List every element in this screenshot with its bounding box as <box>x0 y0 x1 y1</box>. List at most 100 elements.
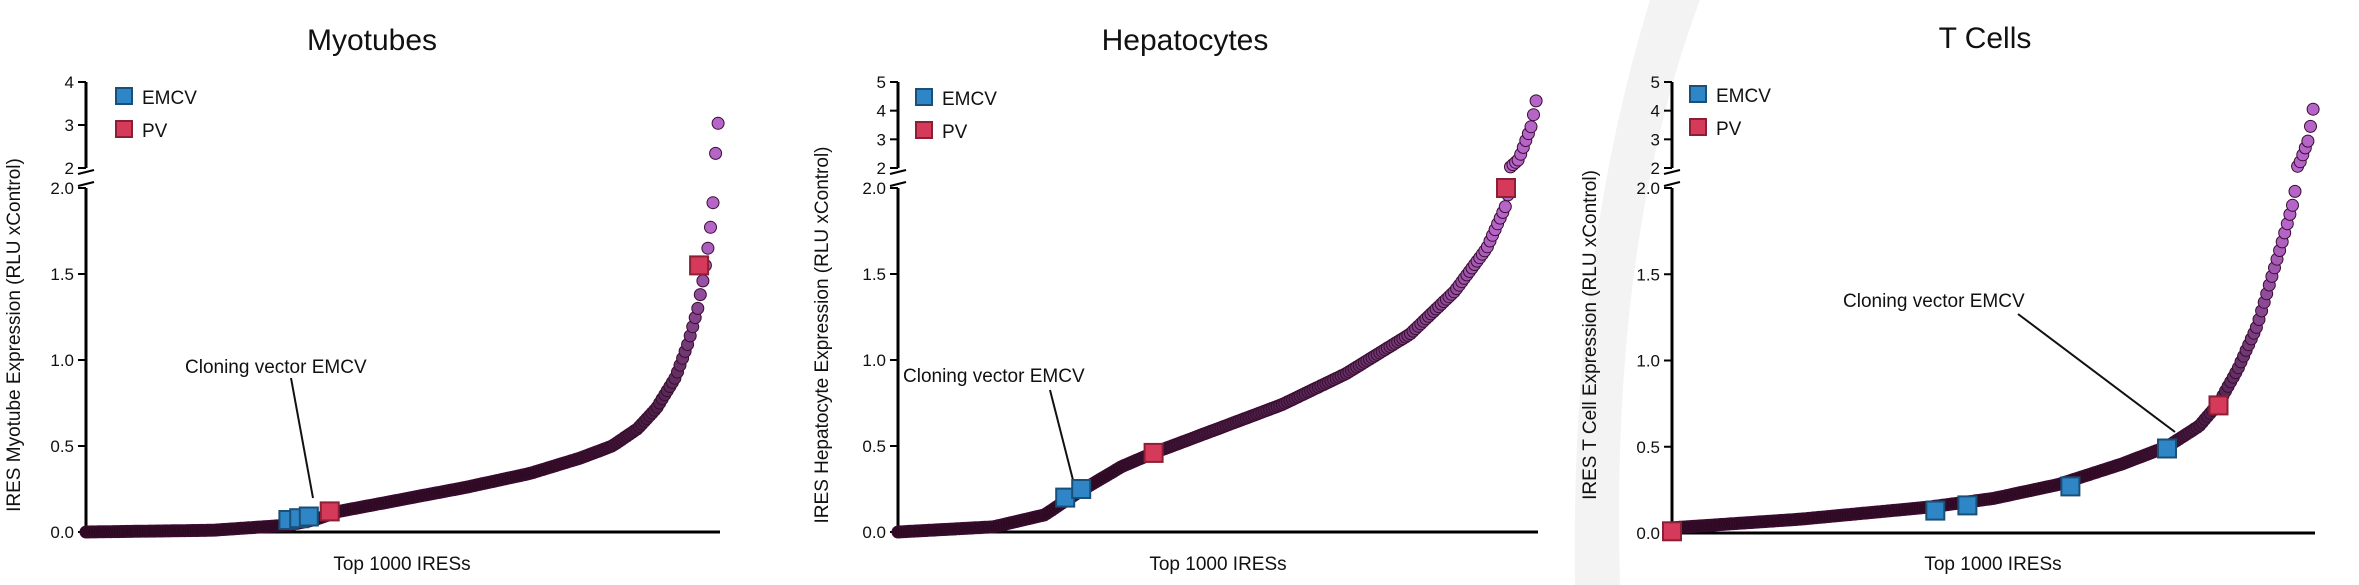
y-tick-label: 5 <box>877 73 886 92</box>
highlight-points <box>1662 395 2229 542</box>
y-tick-label: 0.0 <box>862 523 886 542</box>
legend-emcv-swatch <box>915 88 933 106</box>
y-tick-label: 4 <box>65 73 74 92</box>
data-point <box>711 116 725 130</box>
pv-marker <box>1662 521 1682 542</box>
legend-emcv-label: EMCV <box>942 89 997 110</box>
emcv-marker <box>2060 476 2081 497</box>
legend-pv-label: PV <box>1716 119 1742 140</box>
y-tick-label: 2 <box>877 159 886 178</box>
chart-title: Hepatocytes <box>1102 24 1269 57</box>
y-tick-label: 3 <box>65 116 74 135</box>
legend-pv-label: PV <box>142 121 168 142</box>
y-tick-label: 4 <box>877 102 886 121</box>
axes: 0.0 0.5 1.0 1.5 2.02 3 4 <box>50 73 720 542</box>
data-point <box>2288 184 2302 198</box>
data-point <box>706 196 720 210</box>
pv-marker <box>1496 178 1516 198</box>
annotation-label: Cloning vector EMCV <box>903 366 1085 387</box>
y-tick-label: 0.5 <box>862 437 886 456</box>
annotation-pointer <box>2017 313 2176 433</box>
legend-pv-swatch <box>1689 118 1707 136</box>
legend-emcv-swatch <box>115 87 133 105</box>
data-point <box>2286 198 2299 212</box>
y-tick-label: 0.0 <box>50 523 74 542</box>
data-point <box>1524 120 1538 134</box>
annotation-pointer <box>1049 389 1074 481</box>
x-axis-label: Top 1000 IRESs <box>1924 554 2061 575</box>
y-tick-label: 2.0 <box>1636 179 1660 198</box>
axis-break-mark <box>77 169 95 175</box>
emcv-marker <box>1925 500 1946 521</box>
pv-marker <box>319 501 340 522</box>
chart-title: T Cells <box>1939 22 2032 55</box>
emcv-marker <box>2157 438 2177 459</box>
axes: 0.0 0.5 1.0 1.5 2.02 3 4 5 <box>1636 73 2315 543</box>
data-point <box>701 241 715 255</box>
y-tick-label: 1.0 <box>1636 352 1660 371</box>
data-point <box>1529 94 1543 108</box>
panel-myotubes: Myotubes IRES Myotube Expression (RLU xC… <box>4 24 725 575</box>
legend-emcv-swatch <box>1689 85 1707 103</box>
y-axis-label: IRES Hepatocyte Expression (RLU xControl… <box>812 147 833 524</box>
data-points <box>79 116 725 539</box>
y-tick-label: 0.5 <box>1636 438 1660 457</box>
y-tick-label: 2.0 <box>50 179 74 198</box>
axes: 0.0 0.5 1.0 1.5 2.02 3 4 5 <box>862 73 1538 542</box>
axis-break-mark <box>77 181 95 187</box>
emcv-marker <box>1957 495 1978 516</box>
y-tick-label: 3 <box>1651 130 1660 149</box>
data-point <box>704 220 717 234</box>
y-tick-label: 1.0 <box>50 351 74 370</box>
legend-pv-swatch <box>115 120 133 138</box>
background-watermark <box>1574 0 1700 585</box>
data-point <box>1498 200 1512 214</box>
legend-pv-label: PV <box>942 122 968 143</box>
data-points <box>1665 102 2320 535</box>
y-tick-label: 1.5 <box>1636 265 1660 284</box>
data-point <box>693 288 707 302</box>
data-points <box>891 94 1543 539</box>
pv-marker <box>2208 395 2229 416</box>
y-tick-label: 2.0 <box>862 179 886 198</box>
data-point <box>696 274 710 288</box>
y-tick-label: 3 <box>877 130 886 149</box>
y-tick-label: 1.5 <box>862 265 886 284</box>
y-tick-label: 5 <box>1651 73 1660 92</box>
panel-hepatocytes: Hepatocytes IRES Hepatocyte Expression (… <box>812 24 1543 575</box>
data-point <box>2304 119 2317 133</box>
y-tick-label: 2 <box>1651 159 1660 178</box>
y-axis-label: IRES T Cell Expression (RLU xControl) <box>1580 170 1601 500</box>
legend-pv-swatch <box>915 121 933 139</box>
y-tick-label: 1.5 <box>50 265 74 284</box>
annotation-label: Cloning vector EMCV <box>185 357 367 378</box>
y-tick-label: 0.0 <box>1636 524 1660 543</box>
data-point <box>2301 134 2315 148</box>
y-tick-label: 0.5 <box>50 437 74 456</box>
axis-break-mark <box>889 169 907 175</box>
y-tick-label: 1.0 <box>862 351 886 370</box>
emcv-marker <box>1071 479 1092 499</box>
axis-break-mark <box>1663 169 1681 175</box>
highlight-points <box>1055 178 1516 508</box>
data-point <box>709 146 723 160</box>
highlight-points <box>278 255 710 530</box>
data-point <box>2306 102 2320 116</box>
legend-emcv-label: EMCV <box>142 88 197 109</box>
y-axis-label: IRES Myotube Expression (RLU xControl) <box>4 158 25 512</box>
x-axis-label: Top 1000 IRESs <box>333 554 470 575</box>
data-point <box>691 301 705 315</box>
axis-break-mark <box>1663 181 1681 187</box>
data-point <box>1527 108 1540 122</box>
pv-marker <box>1143 442 1164 463</box>
annotation-pointer <box>290 377 314 499</box>
annotation-label: Cloning vector EMCV <box>1843 291 2025 312</box>
x-axis-label: Top 1000 IRESs <box>1149 554 1286 575</box>
legend-emcv-label: EMCV <box>1716 86 1771 107</box>
emcv-marker <box>298 506 319 527</box>
y-tick-label: 2 <box>65 159 74 178</box>
panel-t-cells: T Cells IRES T Cell Expression (RLU xCon… <box>1580 22 2320 575</box>
y-tick-label: 4 <box>1651 102 1660 121</box>
chart-title: Myotubes <box>307 24 437 57</box>
